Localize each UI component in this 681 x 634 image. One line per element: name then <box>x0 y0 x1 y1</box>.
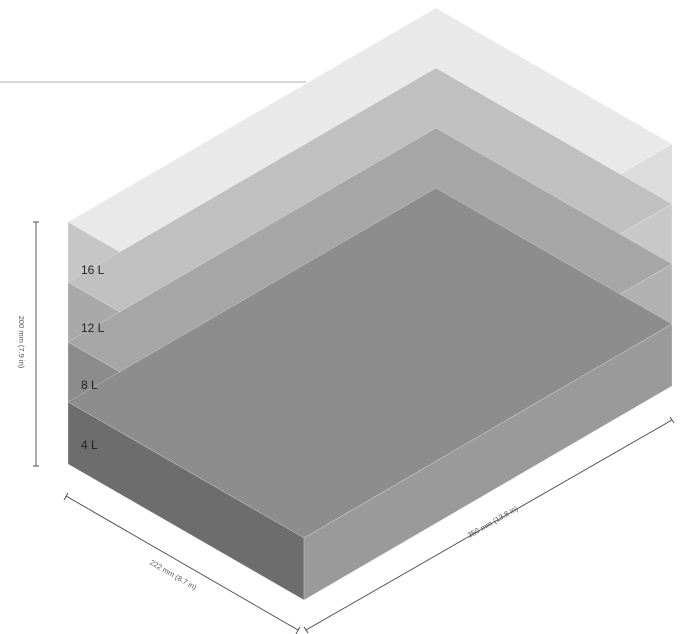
depth-dimension <box>63 492 301 634</box>
width-dimension <box>303 416 675 634</box>
level-4l-right-face <box>303 323 673 601</box>
level-stack <box>67 7 673 601</box>
height-dimension-label: 200 mm (7.9 in) <box>17 316 26 369</box>
level-label-4l: 4 L <box>81 438 98 452</box>
height-dimension <box>33 221 39 467</box>
width-dimension-label: 350 mm (13.8 in) <box>466 504 520 540</box>
level-label-8l: 8 L <box>81 378 98 392</box>
depth-dimension-label: 222 mm (8.7 in) <box>148 558 198 592</box>
level-label-16l: 16 L <box>81 263 105 277</box>
level-4l <box>67 187 673 601</box>
level-label-12l: 12 L <box>81 321 105 335</box>
